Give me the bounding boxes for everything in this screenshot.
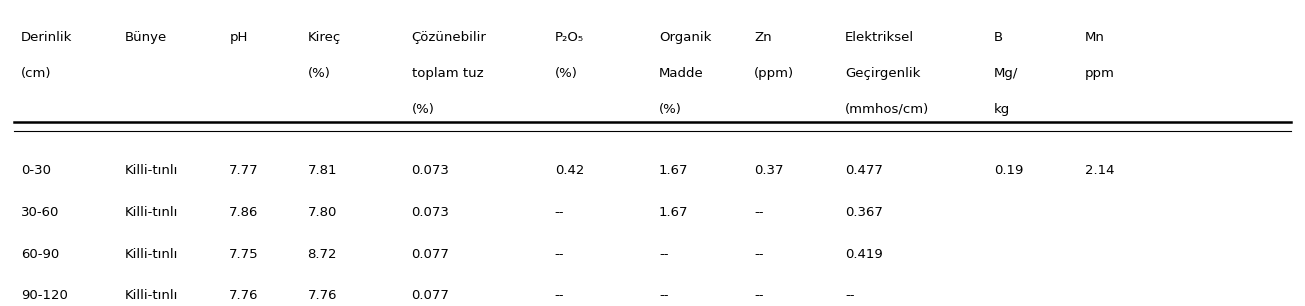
Text: 8.72: 8.72 — [308, 248, 337, 261]
Text: 0.42: 0.42 — [555, 164, 585, 177]
Text: 0.419: 0.419 — [846, 248, 883, 261]
Text: Madde: Madde — [659, 67, 703, 80]
Text: --: -- — [555, 248, 564, 261]
Text: --: -- — [555, 289, 564, 302]
Text: 0.073: 0.073 — [411, 164, 449, 177]
Text: 1.67: 1.67 — [659, 164, 689, 177]
Text: --: -- — [659, 248, 668, 261]
Text: Derinlik: Derinlik — [21, 31, 72, 44]
Text: Kireç: Kireç — [308, 31, 341, 44]
Text: 0.073: 0.073 — [411, 206, 449, 219]
Text: Killi-tınlı: Killi-tınlı — [125, 248, 179, 261]
Text: Mn: Mn — [1084, 31, 1105, 44]
Text: 0.077: 0.077 — [411, 248, 449, 261]
Text: Killi-tınlı: Killi-tınlı — [125, 164, 179, 177]
Text: (mmhos/cm): (mmhos/cm) — [846, 103, 929, 116]
Text: --: -- — [754, 248, 763, 261]
Text: 7.76: 7.76 — [308, 289, 337, 302]
Text: Mg/: Mg/ — [993, 67, 1018, 80]
Text: Elektriksel: Elektriksel — [846, 31, 915, 44]
Text: 30-60: 30-60 — [21, 206, 59, 219]
Text: 2.14: 2.14 — [1084, 164, 1114, 177]
Text: 0.19: 0.19 — [993, 164, 1023, 177]
Text: Çözünebilir: Çözünebilir — [411, 31, 487, 44]
Text: 90-120: 90-120 — [21, 289, 68, 302]
Text: 0.367: 0.367 — [846, 206, 883, 219]
Text: 7.77: 7.77 — [230, 164, 258, 177]
Text: 0-30: 0-30 — [21, 164, 51, 177]
Text: Zn: Zn — [754, 31, 771, 44]
Text: (cm): (cm) — [21, 67, 51, 80]
Text: --: -- — [754, 289, 763, 302]
Text: 7.80: 7.80 — [308, 206, 337, 219]
Text: --: -- — [659, 289, 668, 302]
Text: --: -- — [555, 206, 564, 219]
Text: --: -- — [846, 289, 855, 302]
Text: Bünye: Bünye — [125, 31, 167, 44]
Text: 7.76: 7.76 — [230, 289, 258, 302]
Text: Killi-tınlı: Killi-tınlı — [125, 289, 179, 302]
Text: B: B — [993, 31, 1002, 44]
Text: 7.75: 7.75 — [230, 248, 258, 261]
Text: --: -- — [754, 206, 763, 219]
Text: 0.37: 0.37 — [754, 164, 783, 177]
Text: ppm: ppm — [1084, 67, 1114, 80]
Text: (ppm): (ppm) — [754, 67, 795, 80]
Text: 0.477: 0.477 — [846, 164, 883, 177]
Text: 1.67: 1.67 — [659, 206, 689, 219]
Text: P₂O₅: P₂O₅ — [555, 31, 583, 44]
Text: (%): (%) — [555, 67, 578, 80]
Text: 0.077: 0.077 — [411, 289, 449, 302]
Text: Killi-tınlı: Killi-tınlı — [125, 206, 179, 219]
Text: Geçirgenlik: Geçirgenlik — [846, 67, 920, 80]
Text: Organik: Organik — [659, 31, 711, 44]
Text: kg: kg — [993, 103, 1010, 116]
Text: pH: pH — [230, 31, 248, 44]
Text: (%): (%) — [659, 103, 683, 116]
Text: 7.81: 7.81 — [308, 164, 337, 177]
Text: 60-90: 60-90 — [21, 248, 59, 261]
Text: 7.86: 7.86 — [230, 206, 258, 219]
Text: (%): (%) — [411, 103, 435, 116]
Text: toplam tuz: toplam tuz — [411, 67, 483, 80]
Text: (%): (%) — [308, 67, 330, 80]
